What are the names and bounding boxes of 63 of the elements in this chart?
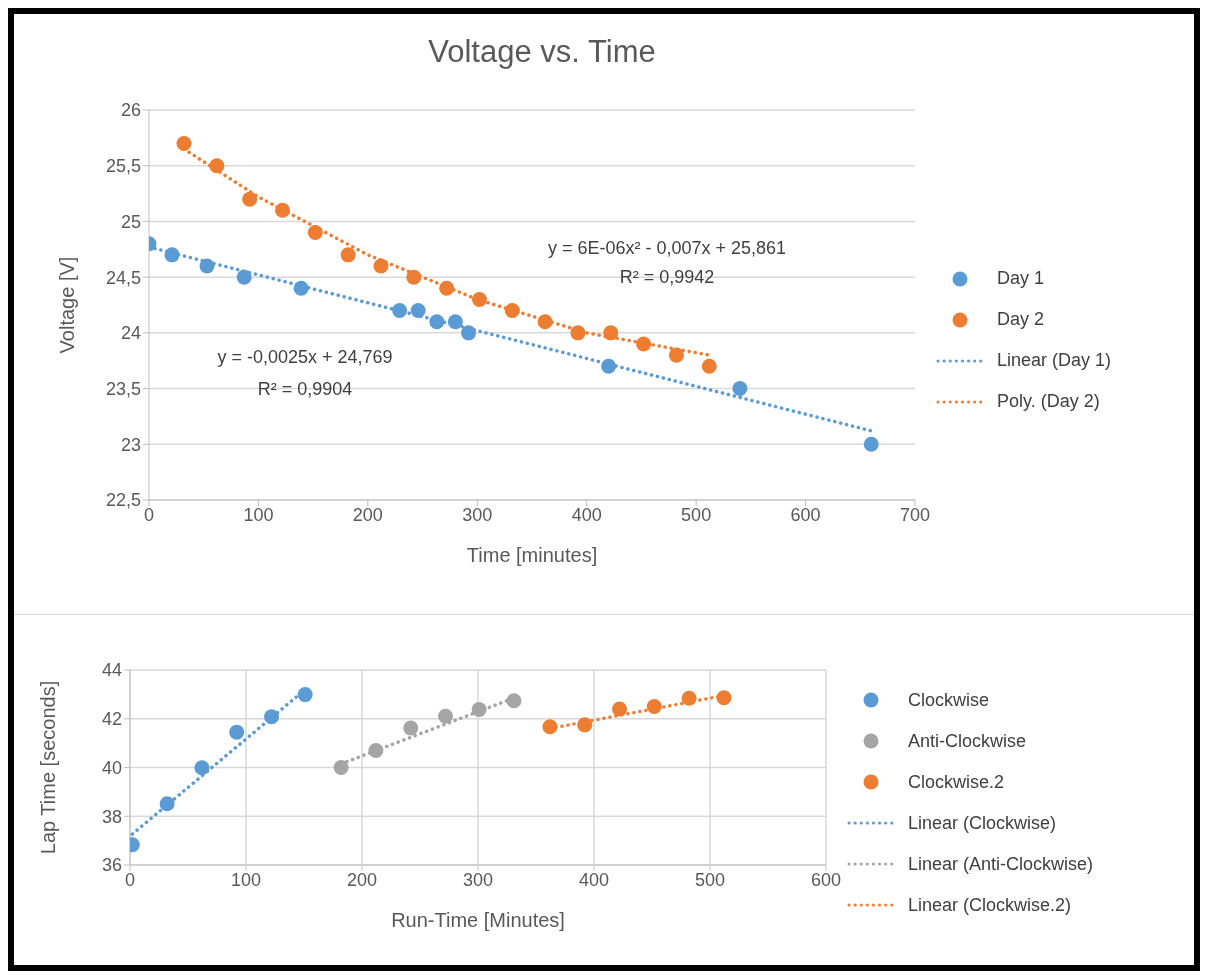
annotation: R² = 0,9942 (618, 267, 716, 288)
x-axis-title: Run-Time [Minutes] (391, 909, 565, 931)
chart-title: Voltage vs. Time (427, 34, 657, 70)
y-tick-label: 23 (120, 434, 141, 455)
legend-label: Poly. (Day 2) (997, 391, 1100, 412)
x-tick-label: 700 (899, 504, 931, 525)
x-tick-label: 300 (462, 504, 493, 525)
y-tick-label: 44 (101, 660, 122, 681)
y-tick-label: 40 (101, 757, 122, 778)
y-tick-label: 25 (120, 211, 141, 232)
point (863, 436, 879, 452)
point (242, 191, 258, 207)
x-tick-label: 600 (810, 869, 842, 890)
y-axis-title: Voltage [V] (56, 256, 79, 354)
point (236, 269, 252, 285)
point (403, 720, 419, 736)
point (194, 760, 210, 776)
legend-label: Day 2 (997, 309, 1045, 330)
legend-label: Anti-Clockwise (908, 730, 1027, 752)
legend-label: Clockwise (908, 689, 990, 711)
x-tick-label: 400 (578, 869, 610, 890)
legend-label: Clockwise.2 (908, 771, 1005, 793)
y-tick-label: 42 (101, 709, 122, 730)
x-axis-title: Time [minutes] (466, 544, 598, 566)
y-tick-label: 25,5 (105, 156, 141, 177)
point (176, 135, 192, 151)
x-tick-label: 200 (346, 869, 378, 890)
y-tick-label: 36 (101, 855, 122, 876)
x-tick-label: 600 (790, 504, 821, 525)
point (506, 693, 522, 709)
x-tick-label: 0 (124, 869, 136, 890)
point (668, 347, 684, 363)
x-tick-label: 300 (462, 869, 494, 890)
y-axis-title: Lap Time [seconds] (37, 680, 60, 855)
y-tick-label: 38 (101, 806, 122, 827)
annotation: R² = 0,9904 (257, 379, 353, 399)
x-tick-label: 500 (681, 504, 712, 525)
point (701, 358, 717, 374)
x-tick-label: 400 (571, 504, 602, 525)
annotation: y = 6E-06x² - 0,007x + 25,861 (546, 238, 788, 259)
x-tick-label: 100 (243, 504, 274, 525)
y-tick-label: 22,5 (105, 490, 141, 511)
y-tick-label: 26 (120, 100, 141, 121)
point (229, 724, 245, 740)
point (438, 708, 454, 724)
point (732, 381, 748, 397)
annotation: y = -0,0025x + 24,769 (216, 347, 394, 368)
y-tick-label: 24 (120, 323, 141, 344)
x-tick-label: 200 (352, 504, 383, 525)
legend-label: Linear (Day 1) (997, 350, 1112, 371)
x-tick-label: 0 (143, 504, 155, 525)
legend-label: Linear (Clockwise.2) (908, 894, 1072, 916)
point (340, 247, 356, 263)
x-tick-label: 100 (230, 869, 262, 890)
point (612, 701, 628, 717)
point (333, 760, 349, 775)
x-tick-label: 500 (694, 869, 726, 890)
legend-label: Linear (Clockwise) (908, 812, 1057, 834)
y-tick-label: 23,5 (105, 378, 141, 399)
point (297, 687, 313, 703)
y-tick-label: 24,5 (105, 267, 141, 288)
legend-label: Linear (Anti-Clockwise) (908, 853, 1094, 875)
legend-label: Day 1 (997, 268, 1045, 289)
